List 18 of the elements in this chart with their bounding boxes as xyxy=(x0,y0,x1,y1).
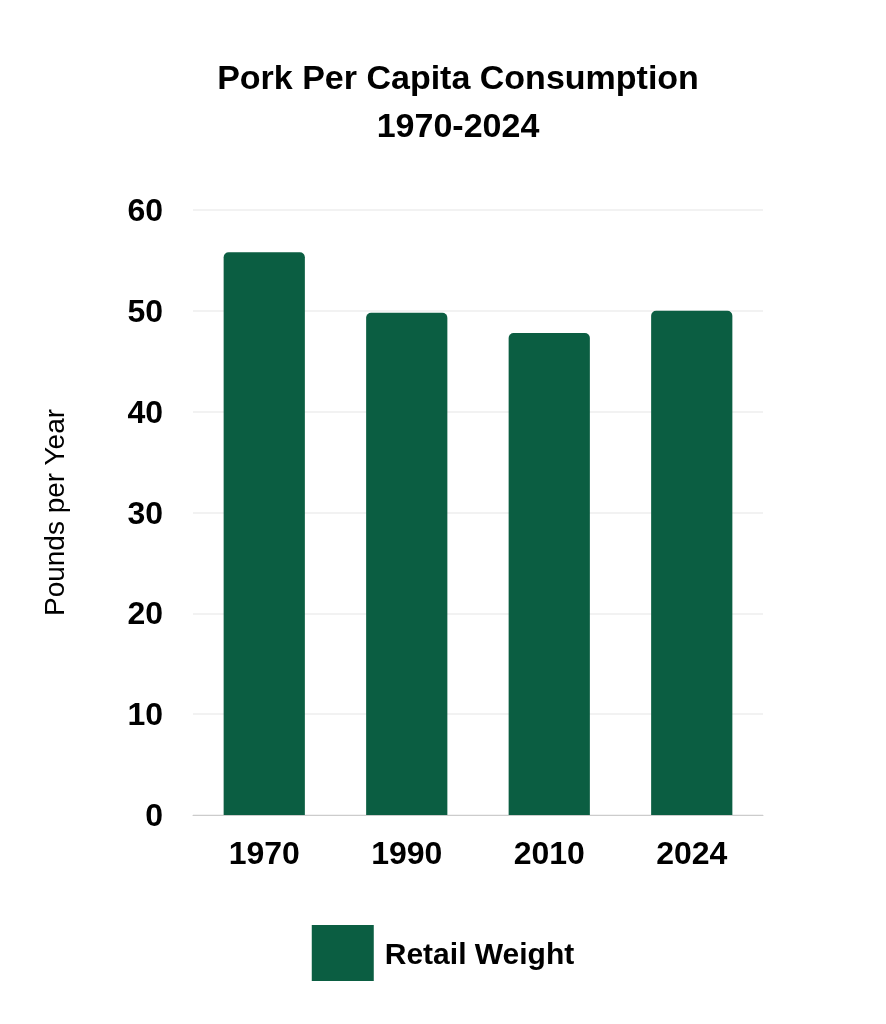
y-tick-label: 10 xyxy=(127,696,163,733)
bar xyxy=(508,333,590,815)
y-tick-label: 20 xyxy=(127,595,163,632)
x-tick-label: 1990 xyxy=(371,835,443,871)
bar xyxy=(223,252,305,815)
y-tick-label: 40 xyxy=(127,393,163,430)
y-axis-title: Pounds per Year xyxy=(38,408,70,617)
chart-title: Pork Per Capita Consumption 1970-2024 xyxy=(217,58,699,144)
y-tick-label: 50 xyxy=(127,292,163,329)
bar xyxy=(651,310,733,815)
bar xyxy=(366,312,448,815)
y-tick-label: 60 xyxy=(127,192,163,228)
x-tick-label: 2010 xyxy=(513,835,585,871)
x-tick-label: 2024 xyxy=(656,835,728,871)
y-tick-label: 0 xyxy=(145,797,163,833)
y-tick-label: 30 xyxy=(127,494,163,531)
x-tick-label: 1970 xyxy=(228,835,300,871)
legend-label: Retail Weight xyxy=(384,936,575,970)
